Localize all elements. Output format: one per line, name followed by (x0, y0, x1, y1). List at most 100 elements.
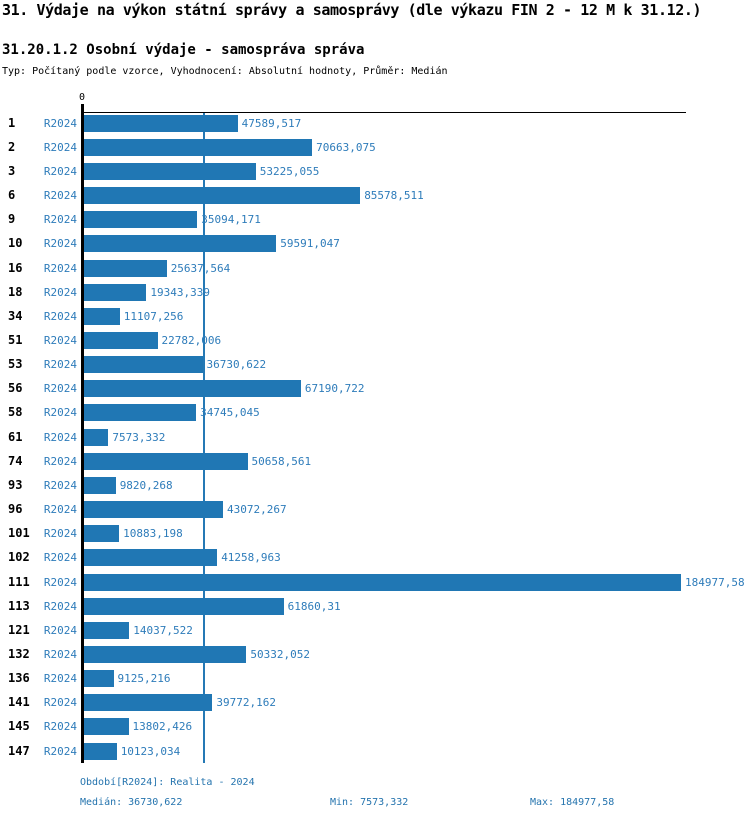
period-label: Období[R2024]: Realita - 2024 (80, 777, 255, 788)
bar (84, 452, 248, 470)
row-series-label: R2024 (43, 358, 77, 372)
row-series-label: R2024 (43, 140, 77, 154)
row-number-label: 61 (8, 429, 23, 444)
max-stat: Max: 184977,58 (530, 797, 615, 808)
x-axis-zero-tick-label: 0 (78, 92, 86, 103)
bar-value-label: 7573,332 (112, 430, 166, 444)
row-series-label: R2024 (43, 430, 77, 444)
bar-value-label: 43072,267 (227, 503, 287, 517)
row-number-label: 101 (8, 526, 30, 541)
chart-row: 16 R2024 25637,564 (0, 259, 750, 277)
bar (84, 114, 238, 132)
chart-meta: Typ: Počítaný podle vzorce, Vyhodnocení:… (2, 66, 448, 77)
chart-row: 61 R2024 7573,332 (0, 428, 750, 446)
bar-value-label: 35094,171 (201, 213, 261, 227)
bar-value-label: 70663,075 (316, 140, 376, 154)
row-series-label: R2024 (43, 720, 77, 734)
chart-row: 2 R2024 70663,075 (0, 138, 750, 156)
bar-value-label: 13802,426 (132, 720, 193, 734)
row-series-label: R2024 (43, 503, 77, 517)
bar-value-label: 9820,268 (119, 478, 173, 492)
chart-row: 101 R2024 10883,198 (0, 525, 750, 543)
bar-value-label: 50658,561 (251, 454, 312, 468)
chart-row: 1 R2024 47589,517 (0, 114, 750, 132)
chart-row: 93 R2024 9820,268 (0, 476, 750, 494)
bar (84, 718, 129, 736)
row-number-label: 141 (8, 695, 30, 710)
bar (84, 211, 198, 229)
bar (84, 138, 313, 156)
bar-value-label: 25637,564 (170, 261, 231, 275)
min-stat: Min: 7573,332 (330, 797, 409, 808)
row-series-label: R2024 (43, 333, 77, 347)
bar-value-label: 22782,006 (161, 333, 222, 347)
bar (84, 356, 203, 374)
bar (84, 670, 114, 688)
bar (84, 549, 218, 567)
bar-value-label: 14037,522 (133, 623, 193, 637)
row-series-label: R2024 (43, 237, 77, 251)
row-series-label: R2024 (43, 599, 77, 613)
row-number-label: 18 (8, 284, 23, 299)
bar-value-label: 41258,963 (221, 551, 281, 565)
bar-value-label: 47589,517 (241, 116, 302, 130)
row-number-label: 58 (8, 405, 23, 420)
row-number-label: 121 (8, 622, 30, 637)
bar (84, 307, 120, 325)
bar (84, 259, 167, 277)
chart-row: 102 R2024 41258,963 (0, 549, 750, 567)
bar (84, 404, 197, 422)
bar-value-label: 85578,511 (364, 189, 424, 203)
row-series-label: R2024 (43, 189, 77, 203)
bar (84, 621, 130, 639)
row-series-label: R2024 (43, 164, 77, 178)
row-series-label: R2024 (43, 285, 77, 299)
row-number-label: 53 (8, 357, 23, 372)
chart-row: 51 R2024 22782,006 (0, 331, 750, 349)
chart-row: 34 R2024 11107,256 (0, 307, 750, 325)
row-number-label: 2 (8, 139, 16, 154)
chart-row: 3 R2024 53225,055 (0, 162, 750, 180)
row-number-label: 136 (8, 671, 30, 686)
bar (84, 331, 158, 349)
bar (84, 380, 301, 398)
row-series-label: R2024 (43, 672, 77, 686)
row-number-label: 145 (8, 719, 30, 734)
chart-row: 136 R2024 9125,216 (0, 670, 750, 688)
row-number-label: 102 (8, 550, 30, 565)
bar (84, 573, 681, 591)
bar (84, 187, 361, 205)
bar-value-label: 11107,256 (123, 309, 184, 323)
row-number-label: 132 (8, 647, 30, 661)
bar (84, 646, 247, 663)
row-series-label: R2024 (43, 648, 77, 661)
row-series-label: R2024 (43, 527, 77, 541)
row-series-label: R2024 (43, 213, 77, 227)
row-series-label: R2024 (43, 575, 77, 589)
bar (84, 283, 147, 301)
chart-row: 113 R2024 61860,31 (0, 597, 750, 615)
row-number-label: 10 (8, 236, 23, 251)
row-series-label: R2024 (43, 261, 77, 275)
bar (84, 694, 213, 712)
row-number-label: 147 (8, 743, 30, 758)
row-series-label: R2024 (43, 116, 77, 130)
y-axis-line (81, 104, 84, 763)
row-series-label: R2024 (43, 478, 77, 492)
chart-row: 6 R2024 85578,511 (0, 187, 750, 205)
bar-value-label: 39772,162 (216, 696, 276, 710)
chart-row: 111 R2024 184977,58 (0, 573, 750, 591)
bar-value-label: 53225,055 (259, 164, 320, 178)
bar (84, 162, 256, 180)
bar-value-label: 36730,622 (206, 358, 267, 372)
chart-row: 145 R2024 13802,426 (0, 718, 750, 736)
bar-value-label: 50332,052 (250, 648, 310, 661)
bar-value-label: 10883,198 (123, 527, 183, 541)
bar-value-label: 61860,31 (287, 599, 341, 613)
chart-row: 141 R2024 39772,162 (0, 694, 750, 712)
row-number-label: 111 (8, 574, 30, 589)
bar-value-label: 184977,58 (685, 575, 745, 589)
bar (84, 235, 277, 253)
row-number-label: 93 (8, 477, 23, 492)
chart-row: 74 R2024 50658,561 (0, 452, 750, 470)
